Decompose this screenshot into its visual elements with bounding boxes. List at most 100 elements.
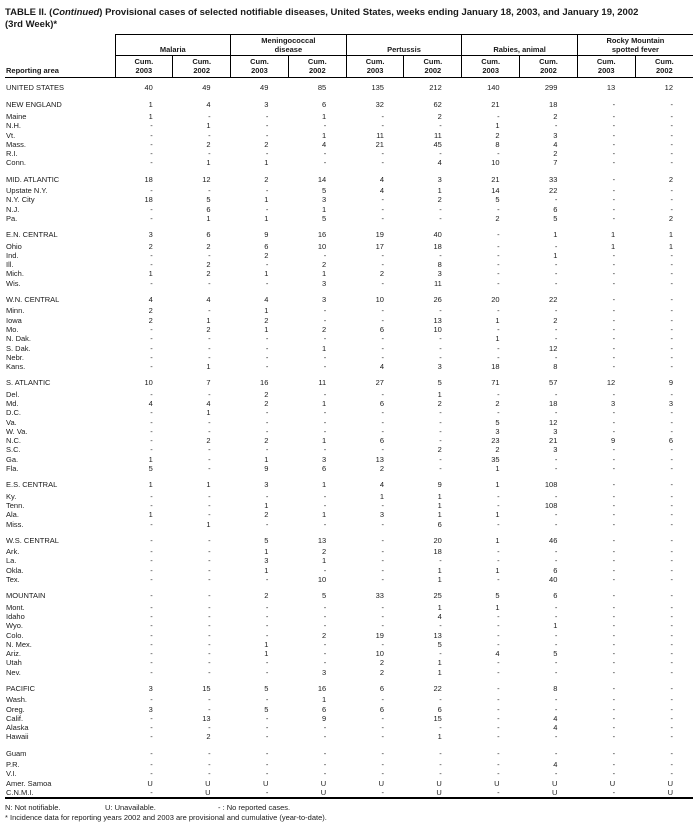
row-label: D.C. — [6, 408, 21, 418]
value-cell: 3 — [495, 426, 500, 436]
value-cell: 2 — [668, 174, 673, 184]
value-cell: - — [208, 760, 211, 770]
value-cell: U — [436, 787, 442, 797]
value-cell: 2 — [206, 269, 211, 279]
value-cell: - — [497, 723, 500, 733]
value-cell: - — [439, 723, 442, 733]
value-cell: - — [497, 250, 500, 260]
value-cell: - — [381, 621, 384, 631]
value-cell: - — [670, 575, 674, 585]
row-label: Minn. — [6, 306, 25, 316]
value-cell: - — [265, 445, 269, 455]
column-group-row: Reporting area Malaria Meningococcal disea… — [5, 33, 693, 79]
value-cell: U — [320, 778, 327, 788]
value-cell: - — [439, 649, 442, 659]
row-label: Wyo. — [6, 621, 24, 631]
row-label: Mo. — [6, 324, 19, 334]
row-label: Iowa — [6, 315, 22, 325]
value-cell: 13 — [375, 454, 384, 464]
value-cell: - — [670, 426, 674, 436]
value-cell: 1 — [437, 500, 442, 510]
column-group-1: Meningococcal disease — [230, 33, 347, 57]
value-cell: - — [497, 630, 500, 640]
value-cell: 18 — [144, 195, 153, 205]
value-cell: - — [323, 760, 327, 770]
value-cell: - — [612, 362, 616, 372]
value-cell: - — [497, 278, 500, 288]
value-cell: - — [208, 535, 211, 545]
table-row: Ariz. - - 1 - 10 - 4 5 - - — [5, 649, 693, 658]
value-cell: U — [494, 778, 500, 788]
value-cell: 2 — [264, 398, 269, 408]
value-cell: 4 — [379, 174, 384, 184]
value-cell: 6 — [379, 683, 384, 693]
value-cell: 1 — [495, 510, 500, 520]
value-cell: 1 — [206, 408, 211, 418]
value-cell: 4 — [206, 100, 211, 110]
table-row: Ill. - 2 - 2 - 8 - - - - — [5, 260, 693, 269]
value-cell: 7 — [206, 378, 211, 388]
value-cell: 4 — [148, 294, 153, 304]
value-cell: 5 — [264, 683, 269, 693]
value-cell: 57 — [549, 378, 558, 388]
value-cell: - — [670, 769, 674, 779]
value-cell: 1 — [437, 186, 442, 196]
table-row: Wash. - - - 1 - - - - - - — [5, 695, 693, 704]
column-group-0: Malaria — [114, 33, 231, 57]
value-cell: - — [381, 250, 384, 260]
value-cell: - — [497, 683, 500, 693]
value-cell: 1 — [264, 649, 269, 659]
value-cell: - — [323, 362, 327, 372]
row-label: Upstate N.Y. — [6, 186, 48, 196]
column-subheader-cum-2003: Cum. 2003 — [230, 55, 289, 79]
value-cell: - — [554, 510, 558, 520]
value-cell: - — [670, 334, 674, 344]
value-cell: - — [381, 639, 384, 649]
value-cell: - — [670, 602, 674, 612]
value-cell: - — [323, 389, 327, 399]
column-subheader-cum-2002: Cum. 2002 — [172, 55, 231, 79]
value-cell: - — [670, 139, 674, 149]
value-cell: - — [439, 408, 442, 418]
value-cell: - — [208, 748, 211, 758]
value-cell: 21 — [549, 436, 558, 446]
value-cell: 6 — [379, 704, 384, 714]
value-cell: - — [554, 306, 558, 316]
value-cell: - — [150, 278, 153, 288]
value-cell: - — [612, 324, 616, 334]
value-cell: 2 — [264, 250, 269, 260]
value-cell: - — [612, 630, 616, 640]
value-cell: - — [208, 611, 211, 621]
value-cell: - — [612, 343, 616, 353]
value-cell: - — [323, 649, 327, 659]
value-cell: 10 — [317, 575, 327, 585]
value-cell: - — [323, 315, 327, 325]
value-cell: 5 — [495, 195, 500, 205]
value-cell: 4 — [379, 480, 384, 490]
value-cell: - — [612, 591, 616, 601]
value-cell: - — [381, 575, 384, 585]
value-cell: - — [612, 787, 616, 797]
value-cell: - — [381, 500, 384, 510]
value-cell: 1 — [148, 269, 153, 279]
value-cell: 1 — [495, 565, 500, 575]
value-cell: 212 — [429, 82, 442, 92]
table-section: W.S. CENTRAL - -5 13-20 1 46- - Ark. - -1 2-18- - - -… — [5, 529, 693, 584]
value-cell: - — [265, 630, 269, 640]
value-cell: 1 — [322, 695, 327, 705]
value-cell: - — [670, 713, 674, 723]
value-cell: 1 — [495, 334, 500, 344]
value-cell: 12 — [606, 378, 616, 388]
value-cell: - — [381, 149, 384, 159]
value-cell: - — [554, 695, 558, 705]
value-cell: 19 — [375, 229, 384, 239]
table-row: Md. 4 4 2 1 6 2 2 18 3 3 — [5, 399, 693, 408]
value-cell: - — [670, 591, 674, 601]
value-cell: - — [497, 269, 500, 279]
value-cell: - — [497, 787, 500, 797]
value-cell: 32 — [375, 100, 384, 110]
row-label: Ark. — [6, 547, 20, 557]
value-cell: 1 — [437, 510, 442, 520]
table-row: Maine 1 - - 1 - 2 - 2 - - — [5, 112, 693, 121]
table-row: Ind. - - 2 - - - - 1 - - — [5, 251, 693, 260]
